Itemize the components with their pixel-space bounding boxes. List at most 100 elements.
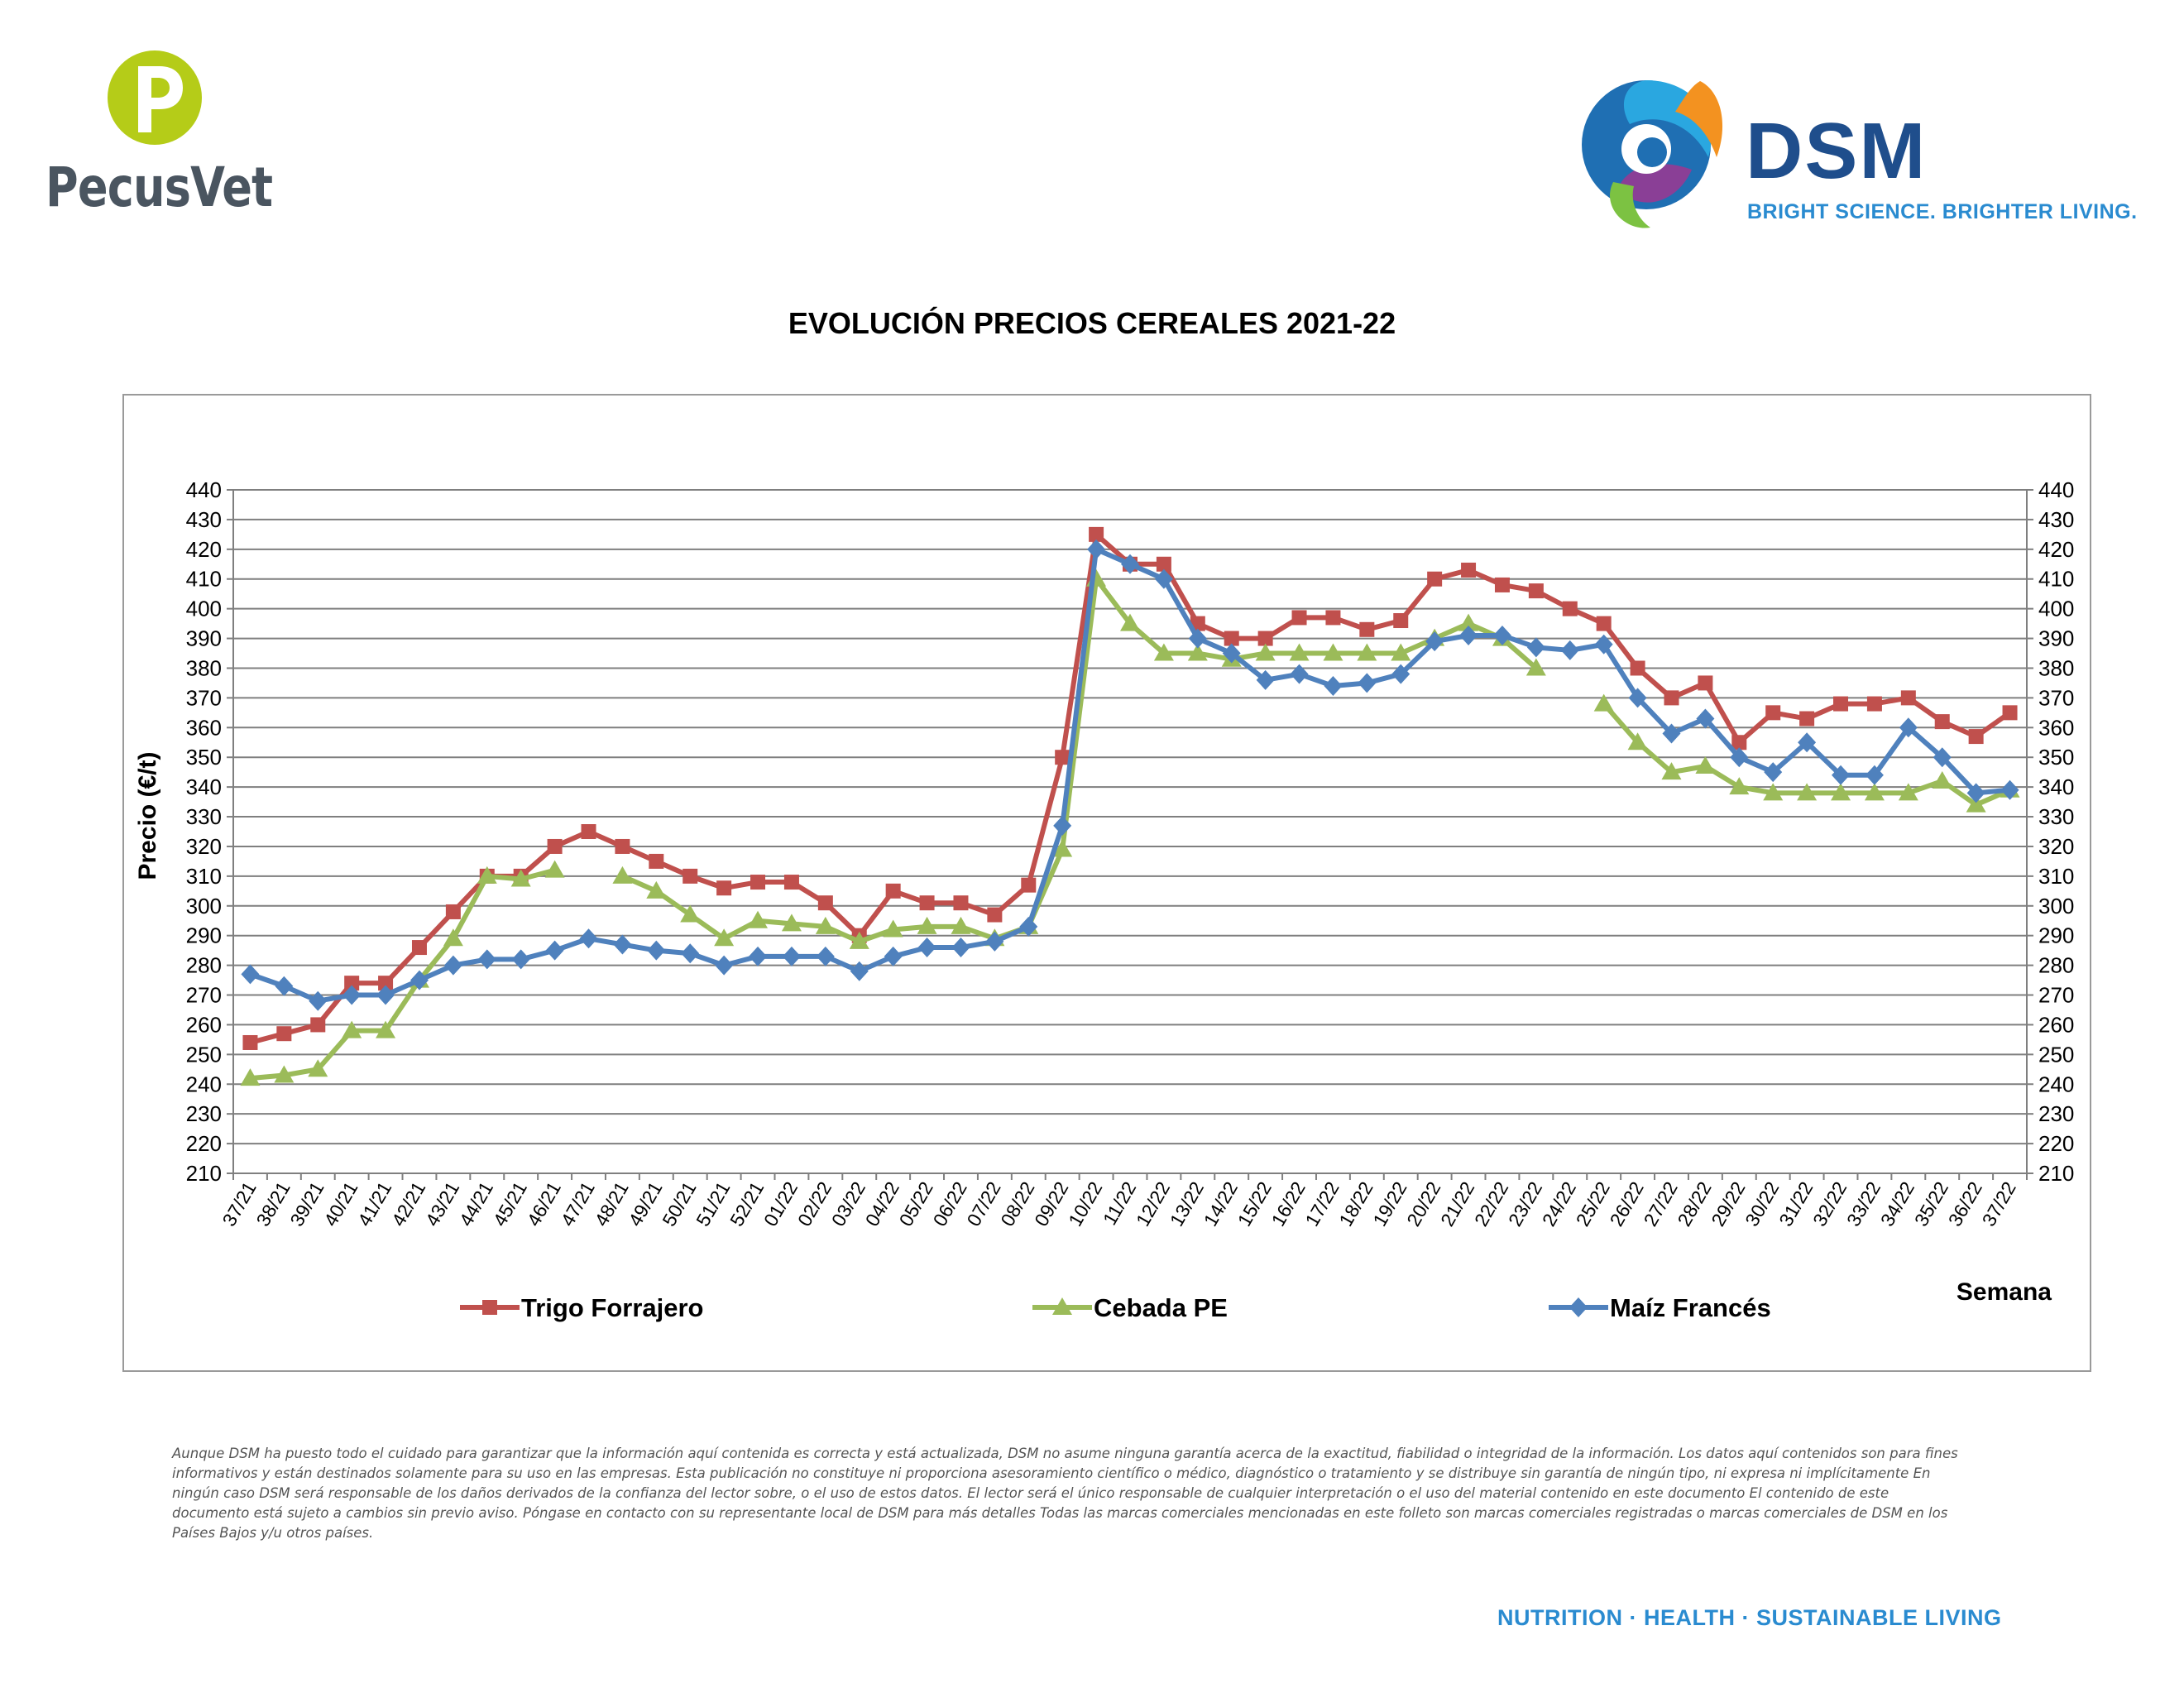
x-tick-label: 15/22 bbox=[1233, 1178, 1276, 1230]
y-tick-label-right: 260 bbox=[2038, 1012, 2074, 1037]
data-point bbox=[1661, 762, 1682, 780]
data-point bbox=[1052, 839, 1073, 857]
y-tick-label-right: 250 bbox=[2038, 1042, 2074, 1067]
data-point bbox=[1257, 631, 1273, 646]
x-tick-label: 23/22 bbox=[1504, 1178, 1546, 1230]
x-tick-label: 35/22 bbox=[1910, 1178, 1952, 1230]
pecusvet-wordmark: PecusVet bbox=[46, 156, 273, 219]
data-point bbox=[1021, 877, 1037, 893]
chart-title: EVOLUCIÓN PRECIOS CEREALES 2021-22 bbox=[788, 306, 1396, 340]
x-tick-label: 26/22 bbox=[1606, 1178, 1648, 1230]
y-axis-right-ticks: 210 220 230 240 250 260 270 280 290 300 310 320 330 3… bbox=[2038, 477, 2074, 1186]
y-tick-label-right: 280 bbox=[2038, 953, 2074, 978]
y-tick-label: 380 bbox=[186, 655, 222, 680]
data-point bbox=[1731, 735, 1747, 750]
data-point bbox=[1153, 643, 1174, 661]
legend-marker bbox=[1052, 1297, 1072, 1315]
data-point bbox=[276, 1026, 292, 1042]
x-tick-label: 02/22 bbox=[793, 1178, 836, 1230]
data-point bbox=[647, 940, 666, 961]
axes bbox=[227, 489, 2033, 1180]
x-axis-label: Semana bbox=[1956, 1278, 2052, 1306]
y-axis-label: Precio (€/t) bbox=[134, 751, 161, 880]
data-point bbox=[1831, 783, 1851, 801]
x-tick-label: 01/22 bbox=[759, 1178, 802, 1230]
x-tick-label: 44/21 bbox=[455, 1178, 497, 1230]
data-point bbox=[1695, 755, 1716, 774]
y-axis-left-ticks: 210 220 230 240 250 260 270 280 290 300 310 320 330 3… bbox=[186, 477, 222, 1186]
data-point bbox=[817, 895, 833, 911]
x-tick-label: 40/21 bbox=[319, 1178, 362, 1230]
data-point bbox=[816, 946, 835, 966]
y-tick-label-right: 220 bbox=[2038, 1131, 2074, 1156]
x-tick-label: 17/22 bbox=[1300, 1178, 1343, 1230]
data-point bbox=[1459, 625, 1478, 645]
data-point bbox=[1055, 750, 1070, 765]
y-tick-label-right: 330 bbox=[2038, 804, 2074, 829]
x-tick-label: 31/22 bbox=[1774, 1178, 1817, 1230]
data-point bbox=[1526, 637, 1545, 658]
data-point bbox=[1900, 690, 1916, 706]
data-point bbox=[883, 919, 903, 938]
legend-marker bbox=[1569, 1297, 1588, 1317]
data-point bbox=[1494, 577, 1510, 592]
series bbox=[240, 526, 2020, 1086]
data-point bbox=[917, 938, 936, 958]
data-point bbox=[1154, 568, 1173, 589]
data-point bbox=[850, 961, 869, 981]
data-point bbox=[815, 916, 836, 934]
data-point bbox=[1393, 613, 1409, 629]
y-tick-label: 430 bbox=[186, 507, 222, 532]
data-point bbox=[1729, 777, 1750, 795]
x-tick-label: 05/22 bbox=[895, 1178, 937, 1230]
x-tick-label: 47/21 bbox=[557, 1178, 599, 1230]
x-tick-label: 22/22 bbox=[1470, 1178, 1512, 1230]
data-point bbox=[1255, 643, 1276, 661]
y-tick-label: 280 bbox=[186, 953, 222, 978]
x-tick-label: 38/21 bbox=[251, 1178, 294, 1230]
data-point bbox=[1865, 765, 1884, 785]
legend-label: Trigo Forrajero bbox=[521, 1293, 703, 1322]
data-point bbox=[987, 907, 1003, 923]
x-tick-label: 16/22 bbox=[1267, 1178, 1310, 1230]
y-tick-label-right: 270 bbox=[2038, 983, 2074, 1008]
data-point bbox=[613, 934, 632, 955]
data-point bbox=[716, 880, 732, 896]
legend-label: Maíz Francés bbox=[1610, 1293, 1771, 1322]
data-point bbox=[1461, 562, 1477, 578]
data-point bbox=[1120, 613, 1140, 631]
data-point bbox=[579, 928, 598, 949]
data-point bbox=[1324, 676, 1343, 697]
data-point bbox=[1933, 747, 1952, 768]
y-tick-label: 260 bbox=[186, 1012, 222, 1037]
data-point bbox=[1358, 673, 1377, 693]
data-point bbox=[342, 1020, 362, 1038]
y-tick-label-right: 290 bbox=[2038, 923, 2074, 948]
x-tick-label: 36/22 bbox=[1944, 1178, 1986, 1230]
y-tick-label: 250 bbox=[186, 1042, 222, 1067]
y-tick-label-right: 210 bbox=[2038, 1161, 2074, 1186]
x-tick-label: 51/21 bbox=[692, 1178, 734, 1230]
data-point bbox=[1357, 643, 1377, 661]
legend-marker bbox=[482, 1300, 497, 1315]
y-tick-label-right: 430 bbox=[2038, 507, 2074, 532]
series-line bbox=[621, 576, 1538, 944]
data-point bbox=[1696, 708, 1715, 729]
data-point bbox=[274, 1065, 295, 1083]
data-point bbox=[1087, 539, 1106, 559]
data-point bbox=[275, 976, 294, 996]
data-point bbox=[1290, 664, 1309, 684]
data-point bbox=[1662, 723, 1681, 744]
data-point bbox=[682, 868, 698, 884]
data-point bbox=[443, 955, 462, 976]
data-point bbox=[1596, 616, 1612, 631]
data-point bbox=[309, 990, 328, 1011]
x-tick-label: 25/22 bbox=[1572, 1178, 1614, 1230]
y-tick-label: 220 bbox=[186, 1131, 222, 1156]
y-tick-label: 290 bbox=[186, 923, 222, 948]
data-point bbox=[1391, 643, 1411, 661]
y-tick-label: 210 bbox=[186, 1161, 222, 1186]
data-point bbox=[951, 938, 970, 958]
data-point bbox=[1630, 660, 1645, 676]
x-tick-label: 37/22 bbox=[1978, 1178, 2020, 1230]
